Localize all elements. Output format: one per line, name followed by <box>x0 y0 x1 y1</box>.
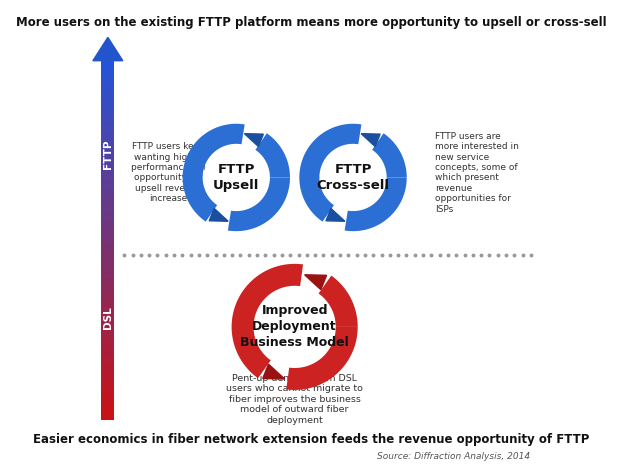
Polygon shape <box>361 134 380 147</box>
Polygon shape <box>244 134 263 147</box>
Text: Source: Diffraction Analysis, 2014: Source: Diffraction Analysis, 2014 <box>378 452 531 461</box>
Circle shape <box>322 146 385 209</box>
Polygon shape <box>256 133 290 177</box>
Polygon shape <box>231 264 303 378</box>
Text: FTTP
Upsell: FTTP Upsell <box>213 163 259 192</box>
Circle shape <box>205 146 268 209</box>
Circle shape <box>256 288 334 366</box>
Text: FTTP users keep
wanting higher
performance, an
opportunity for
upsell revenue
in: FTTP users keep wanting higher performan… <box>131 142 206 203</box>
Text: DSL: DSL <box>103 306 113 329</box>
Text: Improved
Deployment
Business Model: Improved Deployment Business Model <box>240 304 349 349</box>
Text: Easier economics in fiber network extension feeds the revenue opportunity of FTT: Easier economics in fiber network extens… <box>33 433 589 446</box>
Polygon shape <box>209 208 228 221</box>
Text: Pent-up demand from DSL
users who cannot migrate to
fiber improves the business
: Pent-up demand from DSL users who cannot… <box>226 374 363 425</box>
Polygon shape <box>183 124 244 222</box>
Polygon shape <box>262 364 285 379</box>
Polygon shape <box>345 177 407 231</box>
Text: FTTP: FTTP <box>103 139 113 169</box>
Polygon shape <box>228 177 290 231</box>
Polygon shape <box>326 208 345 221</box>
Polygon shape <box>286 327 358 390</box>
Polygon shape <box>299 124 361 222</box>
Text: FTTP users are
more interested in
new service
concepts, some of
which present
re: FTTP users are more interested in new se… <box>435 132 519 214</box>
Polygon shape <box>305 275 327 290</box>
Polygon shape <box>93 37 123 61</box>
Text: FTTP
Cross-sell: FTTP Cross-sell <box>317 163 389 192</box>
Polygon shape <box>318 276 358 327</box>
Text: More users on the existing FTTP platform means more opportunity to upsell or cro: More users on the existing FTTP platform… <box>16 16 606 29</box>
Polygon shape <box>372 133 407 177</box>
